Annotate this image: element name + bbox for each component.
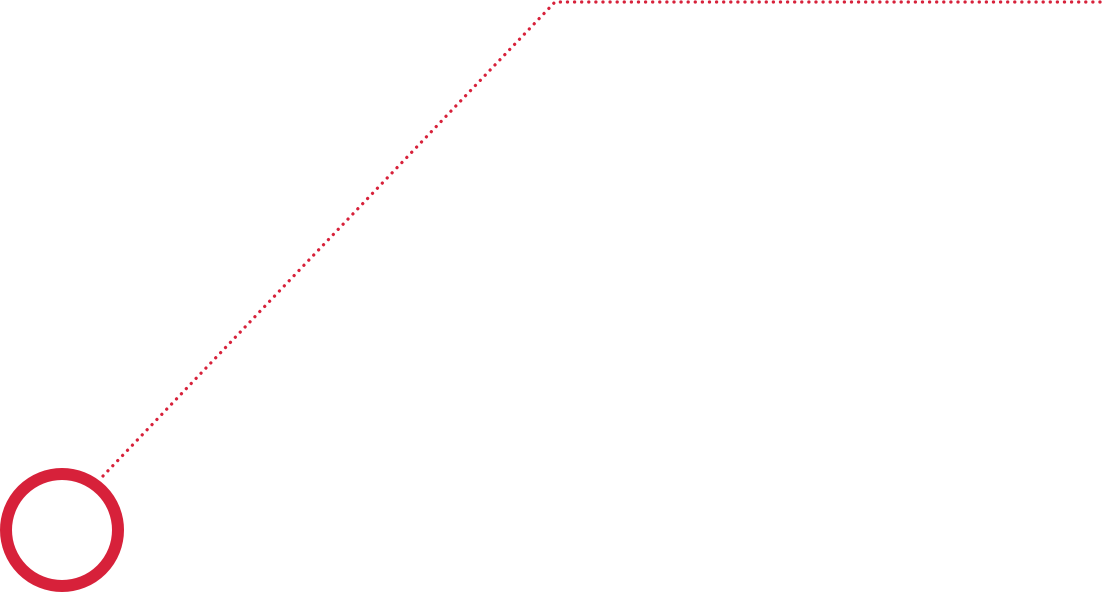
dotted-leader-line bbox=[101, 0, 1104, 478]
callout-ring bbox=[0, 468, 124, 592]
